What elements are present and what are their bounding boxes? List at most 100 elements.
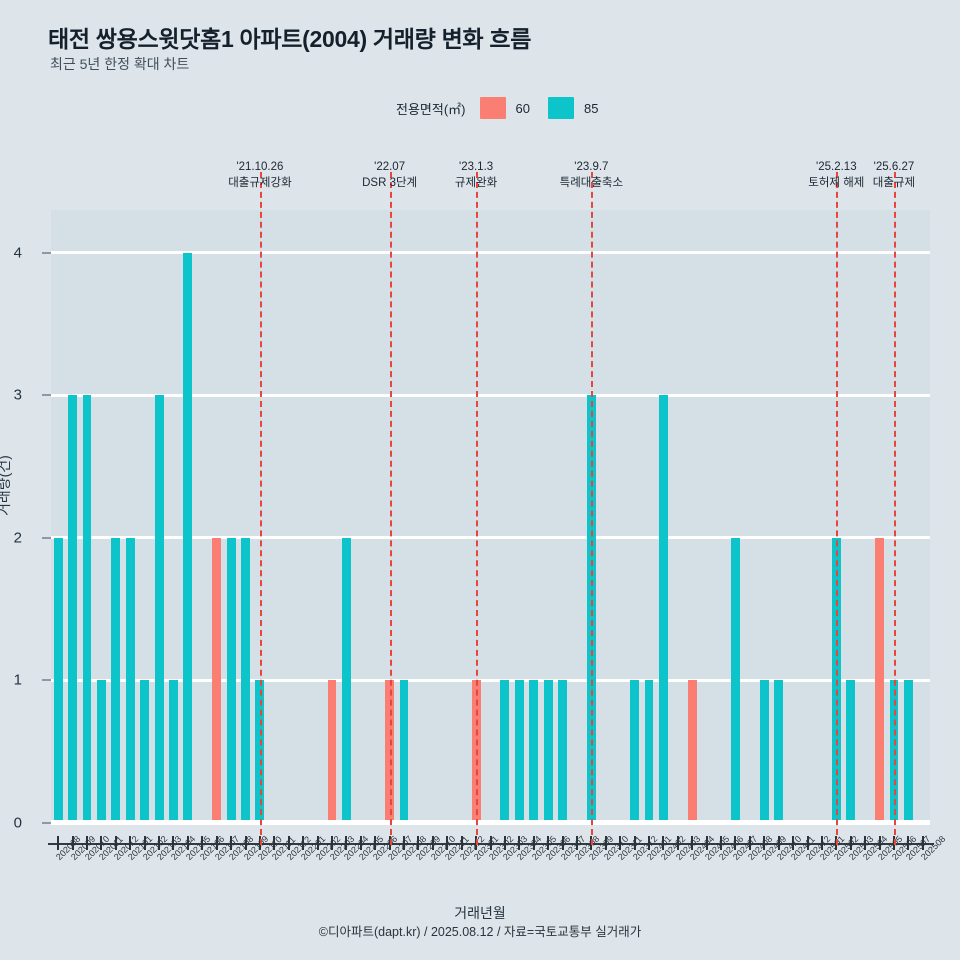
bar[interactable] bbox=[889, 680, 899, 823]
event-label: '22.07 DSR 3단계 bbox=[362, 160, 417, 191]
y-tick-mark bbox=[42, 822, 51, 824]
bar[interactable] bbox=[341, 537, 351, 823]
event-line bbox=[893, 172, 896, 845]
bar[interactable] bbox=[241, 537, 250, 823]
legend-label-85: 85 bbox=[583, 100, 599, 116]
x-tick-mark bbox=[129, 836, 132, 850]
event-name: 특례대출축소 bbox=[559, 177, 624, 189]
bar[interactable] bbox=[774, 680, 784, 823]
bar[interactable] bbox=[831, 537, 841, 823]
y-axis-title: 거래량(건) bbox=[0, 455, 12, 516]
bar[interactable] bbox=[903, 680, 913, 823]
bar[interactable] bbox=[875, 537, 885, 823]
x-tick-mark bbox=[316, 836, 319, 850]
x-tick-mark bbox=[201, 836, 204, 850]
x-tick-mark bbox=[518, 836, 521, 850]
bar[interactable] bbox=[644, 680, 654, 823]
x-tick-mark bbox=[114, 836, 117, 850]
y-tick-label: 0 bbox=[13, 814, 22, 832]
event-label: '23.9.7 특례대출축소 bbox=[560, 160, 623, 191]
bar[interactable] bbox=[327, 680, 337, 823]
plot-background bbox=[51, 210, 930, 823]
y-tick-mark bbox=[42, 679, 51, 682]
x-tick-mark bbox=[158, 836, 161, 850]
event-label: '25.6.27 대출규제 bbox=[873, 160, 915, 191]
bar[interactable] bbox=[68, 395, 78, 823]
bar[interactable] bbox=[731, 537, 740, 823]
bar[interactable] bbox=[399, 680, 409, 823]
x-tick-mark bbox=[619, 836, 622, 850]
event-line bbox=[259, 172, 262, 845]
event-name: 대출규제 bbox=[872, 177, 916, 189]
x-tick-mark bbox=[532, 836, 535, 850]
x-tick-mark bbox=[849, 836, 852, 850]
x-tick-mark bbox=[345, 836, 348, 850]
event-line bbox=[836, 172, 839, 845]
bar[interactable] bbox=[543, 680, 553, 823]
x-tick-mark bbox=[330, 836, 333, 850]
bar[interactable] bbox=[514, 680, 524, 823]
gridline bbox=[51, 821, 930, 825]
bar[interactable] bbox=[658, 395, 668, 823]
bar[interactable] bbox=[82, 395, 92, 823]
bar[interactable] bbox=[471, 680, 481, 823]
bar[interactable] bbox=[169, 680, 178, 823]
bar[interactable] bbox=[558, 680, 567, 823]
bar[interactable] bbox=[586, 395, 596, 823]
event-label: '21.10.26 대출규제강화 bbox=[228, 160, 291, 191]
bar[interactable] bbox=[759, 680, 769, 823]
bar[interactable] bbox=[154, 395, 164, 823]
x-tick-mark bbox=[575, 836, 578, 850]
bar[interactable] bbox=[111, 537, 121, 823]
x-tick-mark bbox=[230, 836, 233, 850]
x-tick-mark bbox=[143, 836, 146, 850]
legend-swatch-60 bbox=[479, 97, 506, 119]
event-line bbox=[389, 172, 392, 845]
x-tick-mark bbox=[186, 836, 189, 850]
y-tick-label: 2 bbox=[13, 529, 22, 547]
x-tick-mark bbox=[172, 836, 175, 850]
x-tick-mark bbox=[71, 836, 74, 850]
x-tick-mark bbox=[907, 836, 910, 850]
bar[interactable] bbox=[183, 252, 193, 823]
x-tick-mark bbox=[403, 836, 406, 850]
bar[interactable] bbox=[500, 680, 510, 823]
event-name: DSR 3단계 bbox=[362, 177, 418, 189]
bar[interactable] bbox=[255, 680, 265, 823]
bar[interactable] bbox=[630, 680, 640, 823]
y-tick-mark bbox=[42, 536, 51, 539]
event-name: 규제완화 bbox=[454, 177, 498, 189]
bar[interactable] bbox=[212, 537, 222, 823]
bar[interactable] bbox=[53, 537, 63, 823]
bar[interactable] bbox=[529, 680, 539, 823]
bar[interactable] bbox=[226, 537, 236, 823]
bar[interactable] bbox=[125, 537, 135, 823]
event-date: '22.07 bbox=[374, 161, 406, 173]
gridline bbox=[51, 251, 930, 255]
event-line bbox=[591, 172, 594, 845]
page-title: 태전 쌍용스윗닷홈1 아파트(2004) 거래량 변화 흐름 bbox=[48, 26, 532, 52]
bar-series-container bbox=[51, 210, 930, 823]
event-label: '25.2.13 토허제 해제 bbox=[808, 160, 864, 191]
gridline bbox=[51, 536, 930, 540]
bar[interactable] bbox=[140, 680, 150, 823]
legend: 전용면적(㎡) 60 85 bbox=[396, 97, 606, 119]
bar[interactable] bbox=[96, 680, 106, 823]
y-tick-mark bbox=[42, 251, 51, 254]
bar[interactable] bbox=[385, 680, 395, 823]
x-tick-mark bbox=[215, 836, 218, 850]
x-tick-mark bbox=[100, 836, 103, 850]
x-tick-mark bbox=[806, 836, 809, 850]
x-tick-mark bbox=[720, 836, 723, 850]
x-tick-mark bbox=[244, 836, 247, 850]
x-tick-mark bbox=[302, 836, 305, 850]
event-date: '25.6.27 bbox=[873, 161, 915, 173]
bar[interactable] bbox=[687, 680, 697, 823]
x-tick-mark bbox=[374, 836, 377, 850]
footer-credit: ©디아파트(dapt.kr) / 2025.08.12 / 자료=국토교통부 실… bbox=[318, 925, 642, 939]
bar[interactable] bbox=[846, 680, 856, 823]
gridline bbox=[51, 393, 930, 397]
axis-baseline bbox=[51, 820, 930, 823]
event-date: '23.1.3 bbox=[458, 161, 494, 173]
x-tick-mark bbox=[648, 836, 650, 850]
